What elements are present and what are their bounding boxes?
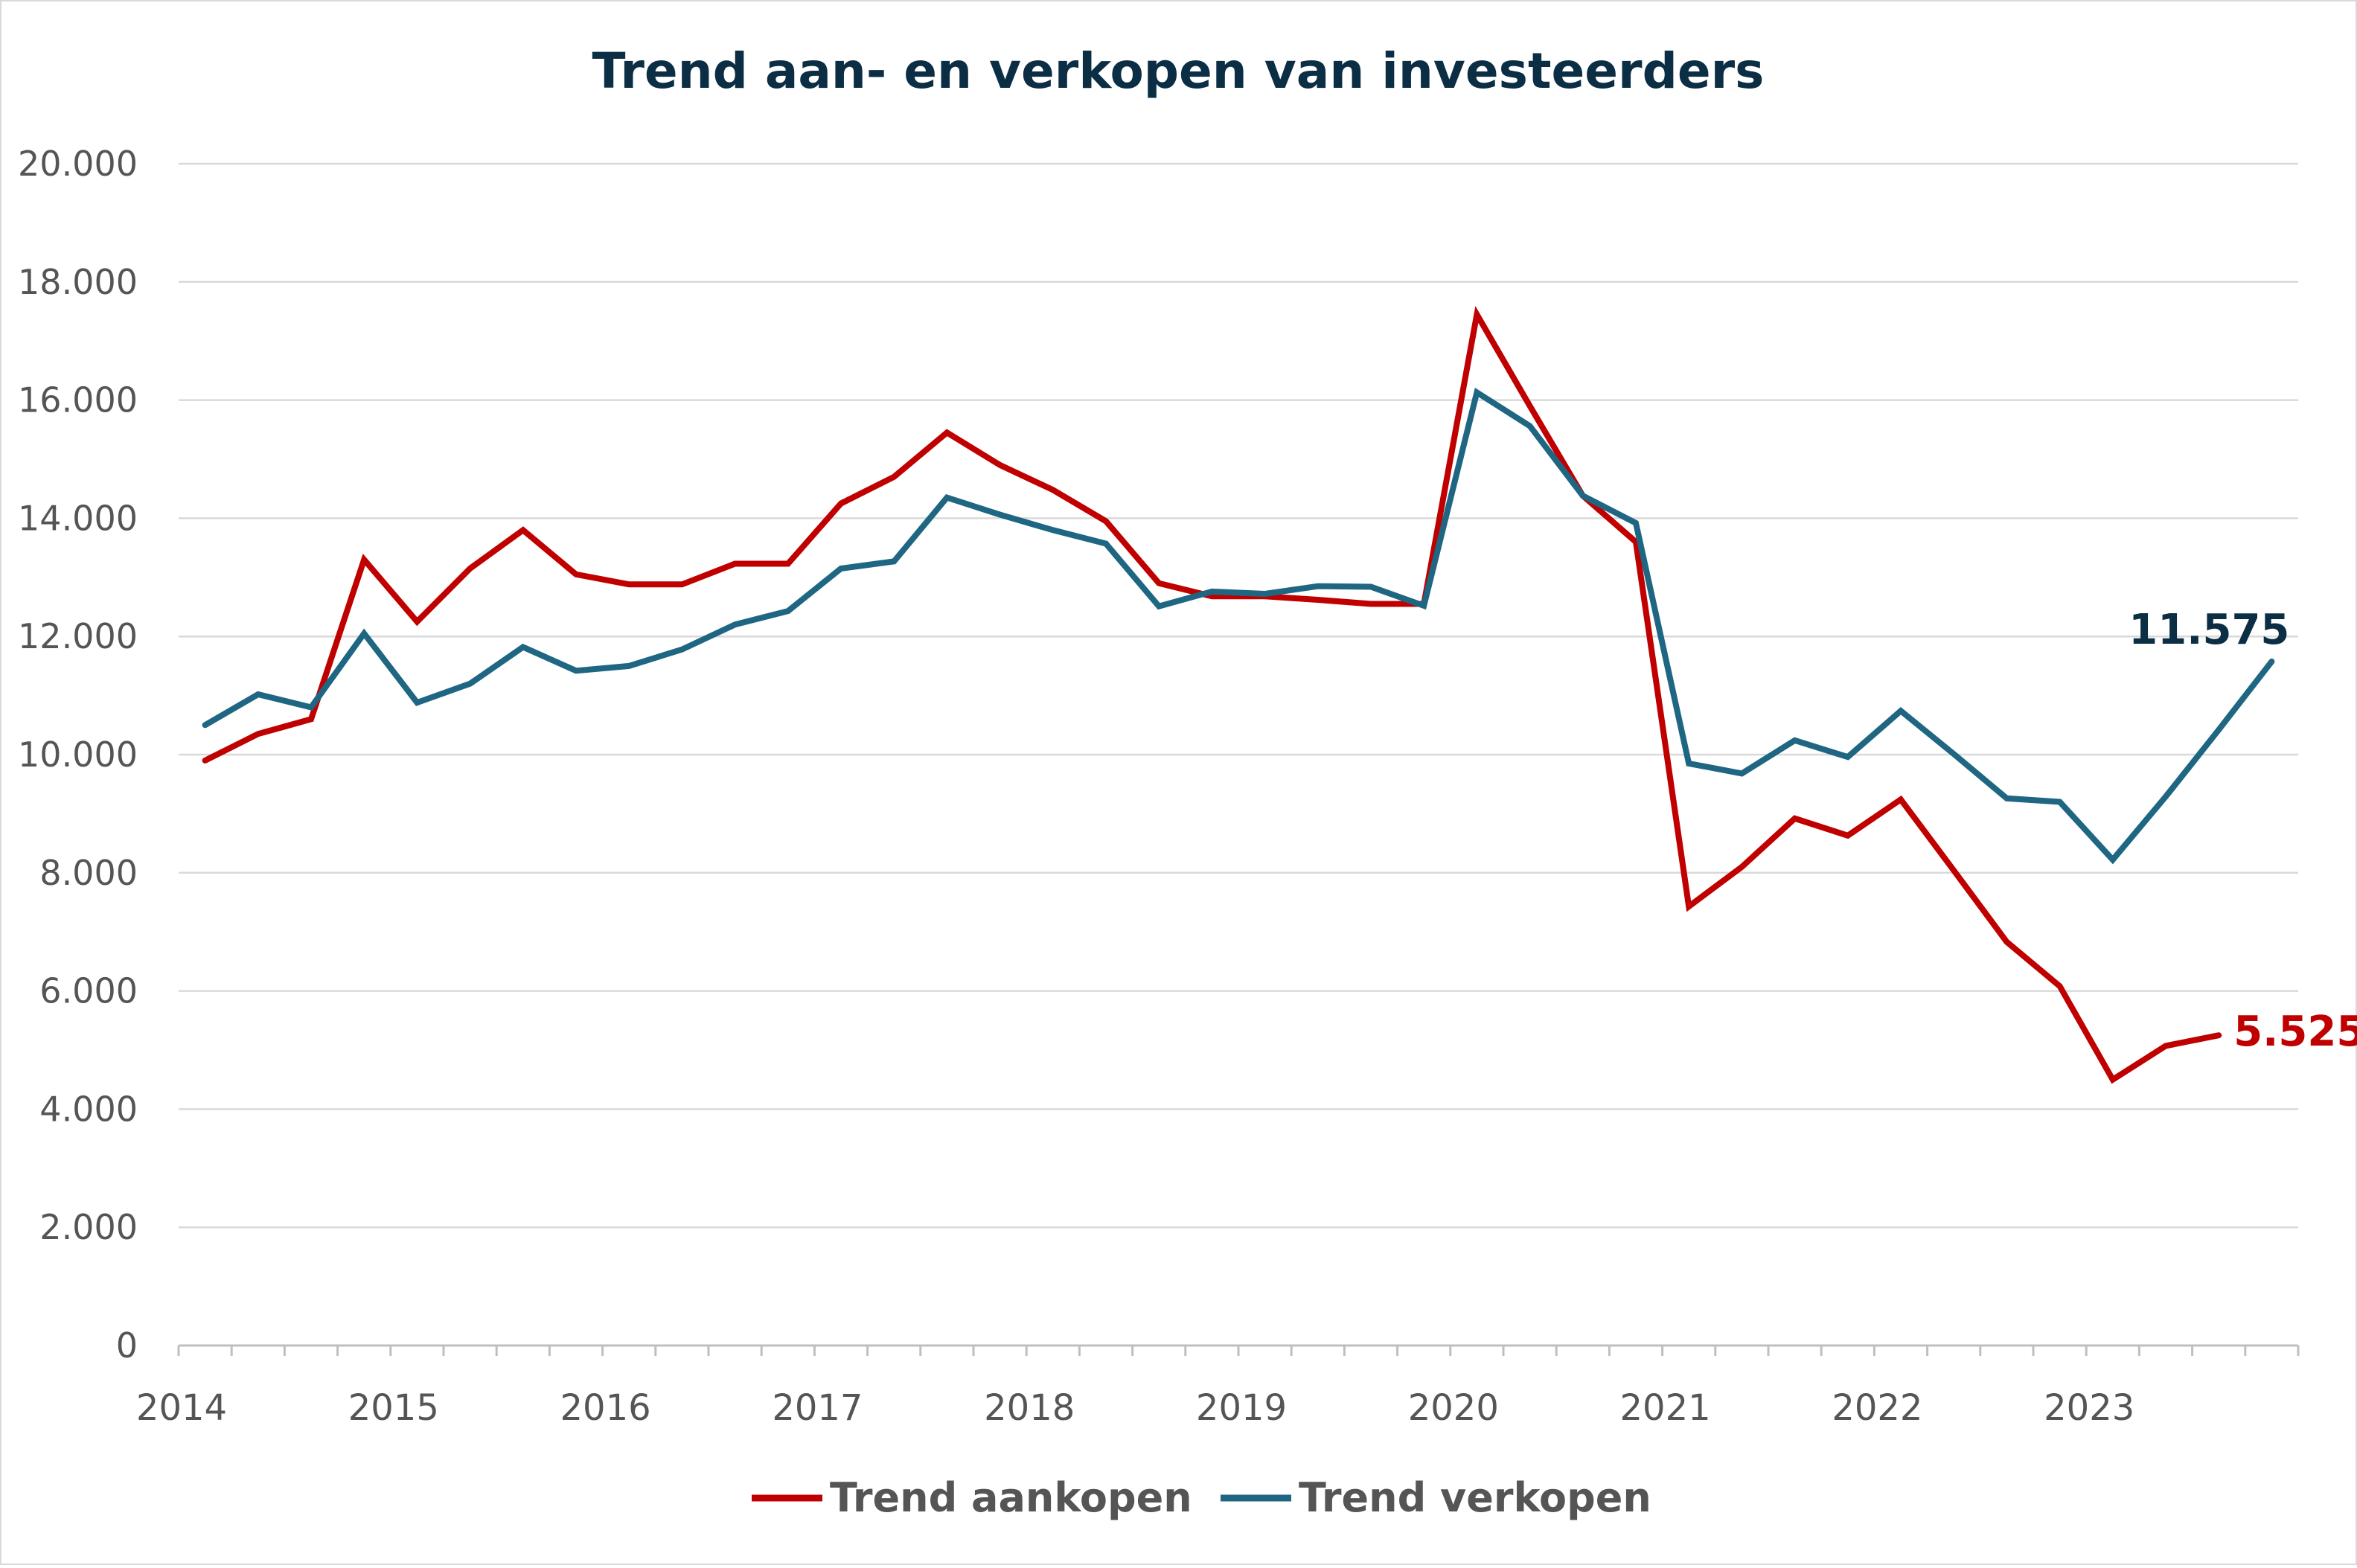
x-tick-label: 2018	[984, 1387, 1075, 1429]
y-tick-label: 18.000	[18, 262, 138, 302]
x-tick-label: 2020	[1408, 1387, 1499, 1429]
x-tick-label: 2022	[1832, 1387, 1922, 1429]
y-tick-label: 0	[116, 1325, 138, 1366]
x-tick-label: 2016	[560, 1387, 651, 1429]
x-tick-label: 2019	[1196, 1387, 1287, 1429]
legend-label-aankopen: Trend aankopen	[830, 1474, 1192, 1521]
end-label-verkopen: 11.575	[2129, 606, 2289, 654]
y-tick-label: 6.000	[39, 971, 138, 1011]
x-tick-label: 2017	[772, 1387, 863, 1429]
legend-label-verkopen: Trend verkopen	[1299, 1474, 1651, 1521]
x-tick-label: 2014	[136, 1387, 227, 1429]
y-tick-label: 14.000	[18, 498, 138, 538]
y-tick-label: 16.000	[18, 380, 138, 420]
chart-title: Trend aan- en verkopen van investeerders	[592, 42, 1765, 100]
x-axis	[179, 1345, 2298, 1356]
y-tick-label: 20.000	[18, 144, 138, 184]
y-tick-label: 8.000	[39, 853, 138, 893]
y-tick-label: 2.000	[39, 1207, 138, 1247]
y-tick-label: 4.000	[39, 1089, 138, 1129]
x-tick-label: 2015	[348, 1387, 439, 1429]
y-tick-label: 12.000	[18, 616, 138, 656]
y-tick-label: 10.000	[18, 735, 138, 775]
end-label-aankopen: 5.525	[2233, 1008, 2357, 1056]
x-tick-label: 2021	[1620, 1387, 1711, 1429]
x-tick-label: 2023	[2044, 1387, 2134, 1429]
